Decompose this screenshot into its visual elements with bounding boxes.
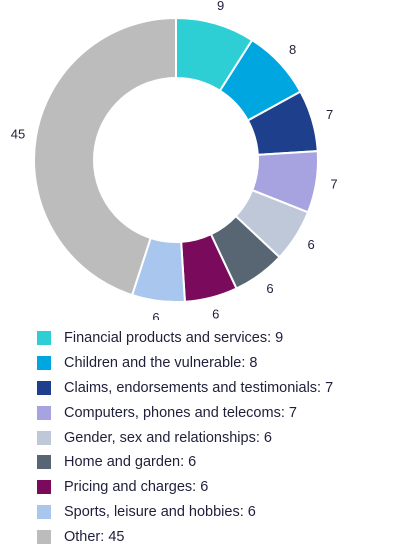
- legend-label: Pricing and charges: 6: [64, 479, 209, 496]
- legend-label: Computers, phones and telecoms: 7: [64, 404, 297, 421]
- donut-chart: 9 8 7 7 6 6 6 6 45: [11, 0, 338, 320]
- slice-data-label: 45: [11, 126, 25, 141]
- donut-slice-9: [33, 16, 177, 297]
- legend-swatch: [37, 455, 51, 470]
- slice-data-label: 7: [330, 176, 337, 191]
- legend-swatch: [37, 430, 51, 445]
- legend-item: Children and the vulnerable: 8: [37, 351, 333, 376]
- legend-item: Computers, phones and telecoms: 7: [37, 400, 333, 425]
- legend-item: Claims, endorsements and testimonials: 7: [37, 376, 333, 401]
- legend-label: Sports, leisure and hobbies: 6: [64, 503, 256, 520]
- legend-item: Sports, leisure and hobbies: 6: [37, 500, 333, 525]
- slice-data-label: 9: [217, 0, 224, 13]
- legend-item: Financial products and services: 9: [37, 326, 333, 351]
- slice-data-label: 7: [326, 107, 333, 122]
- legend-swatch: [37, 405, 51, 420]
- legend-label: Children and the vulnerable: 8: [64, 355, 258, 372]
- legend-swatch: [37, 380, 51, 395]
- legend-item: Gender, sex and relationships: 6: [37, 425, 333, 450]
- legend-item: Other: 45: [37, 524, 333, 549]
- legend-label: Claims, endorsements and testimonials: 7: [64, 379, 334, 396]
- legend-label: Home and garden: 6: [64, 454, 197, 471]
- legend-swatch: [37, 504, 51, 519]
- chart-legend: Financial products and services: 9 Childr…: [37, 326, 333, 549]
- legend-item: Pricing and charges: 6: [37, 475, 333, 500]
- slice-data-label: 6: [152, 310, 159, 320]
- slice-data-label: 6: [266, 281, 273, 296]
- legend-label: Other: 45: [64, 528, 125, 545]
- legend-label: Financial products and services: 9: [64, 330, 284, 347]
- legend-swatch: [37, 356, 51, 371]
- slice-data-label: 6: [212, 306, 219, 320]
- slice-data-label: 8: [289, 42, 296, 57]
- legend-swatch: [37, 529, 51, 544]
- legend-item: Home and garden: 6: [37, 450, 333, 475]
- legend-swatch: [37, 331, 51, 346]
- slice-data-label: 6: [307, 237, 314, 252]
- legend-label: Gender, sex and relationships: 6: [64, 429, 272, 446]
- legend-swatch: [37, 480, 51, 495]
